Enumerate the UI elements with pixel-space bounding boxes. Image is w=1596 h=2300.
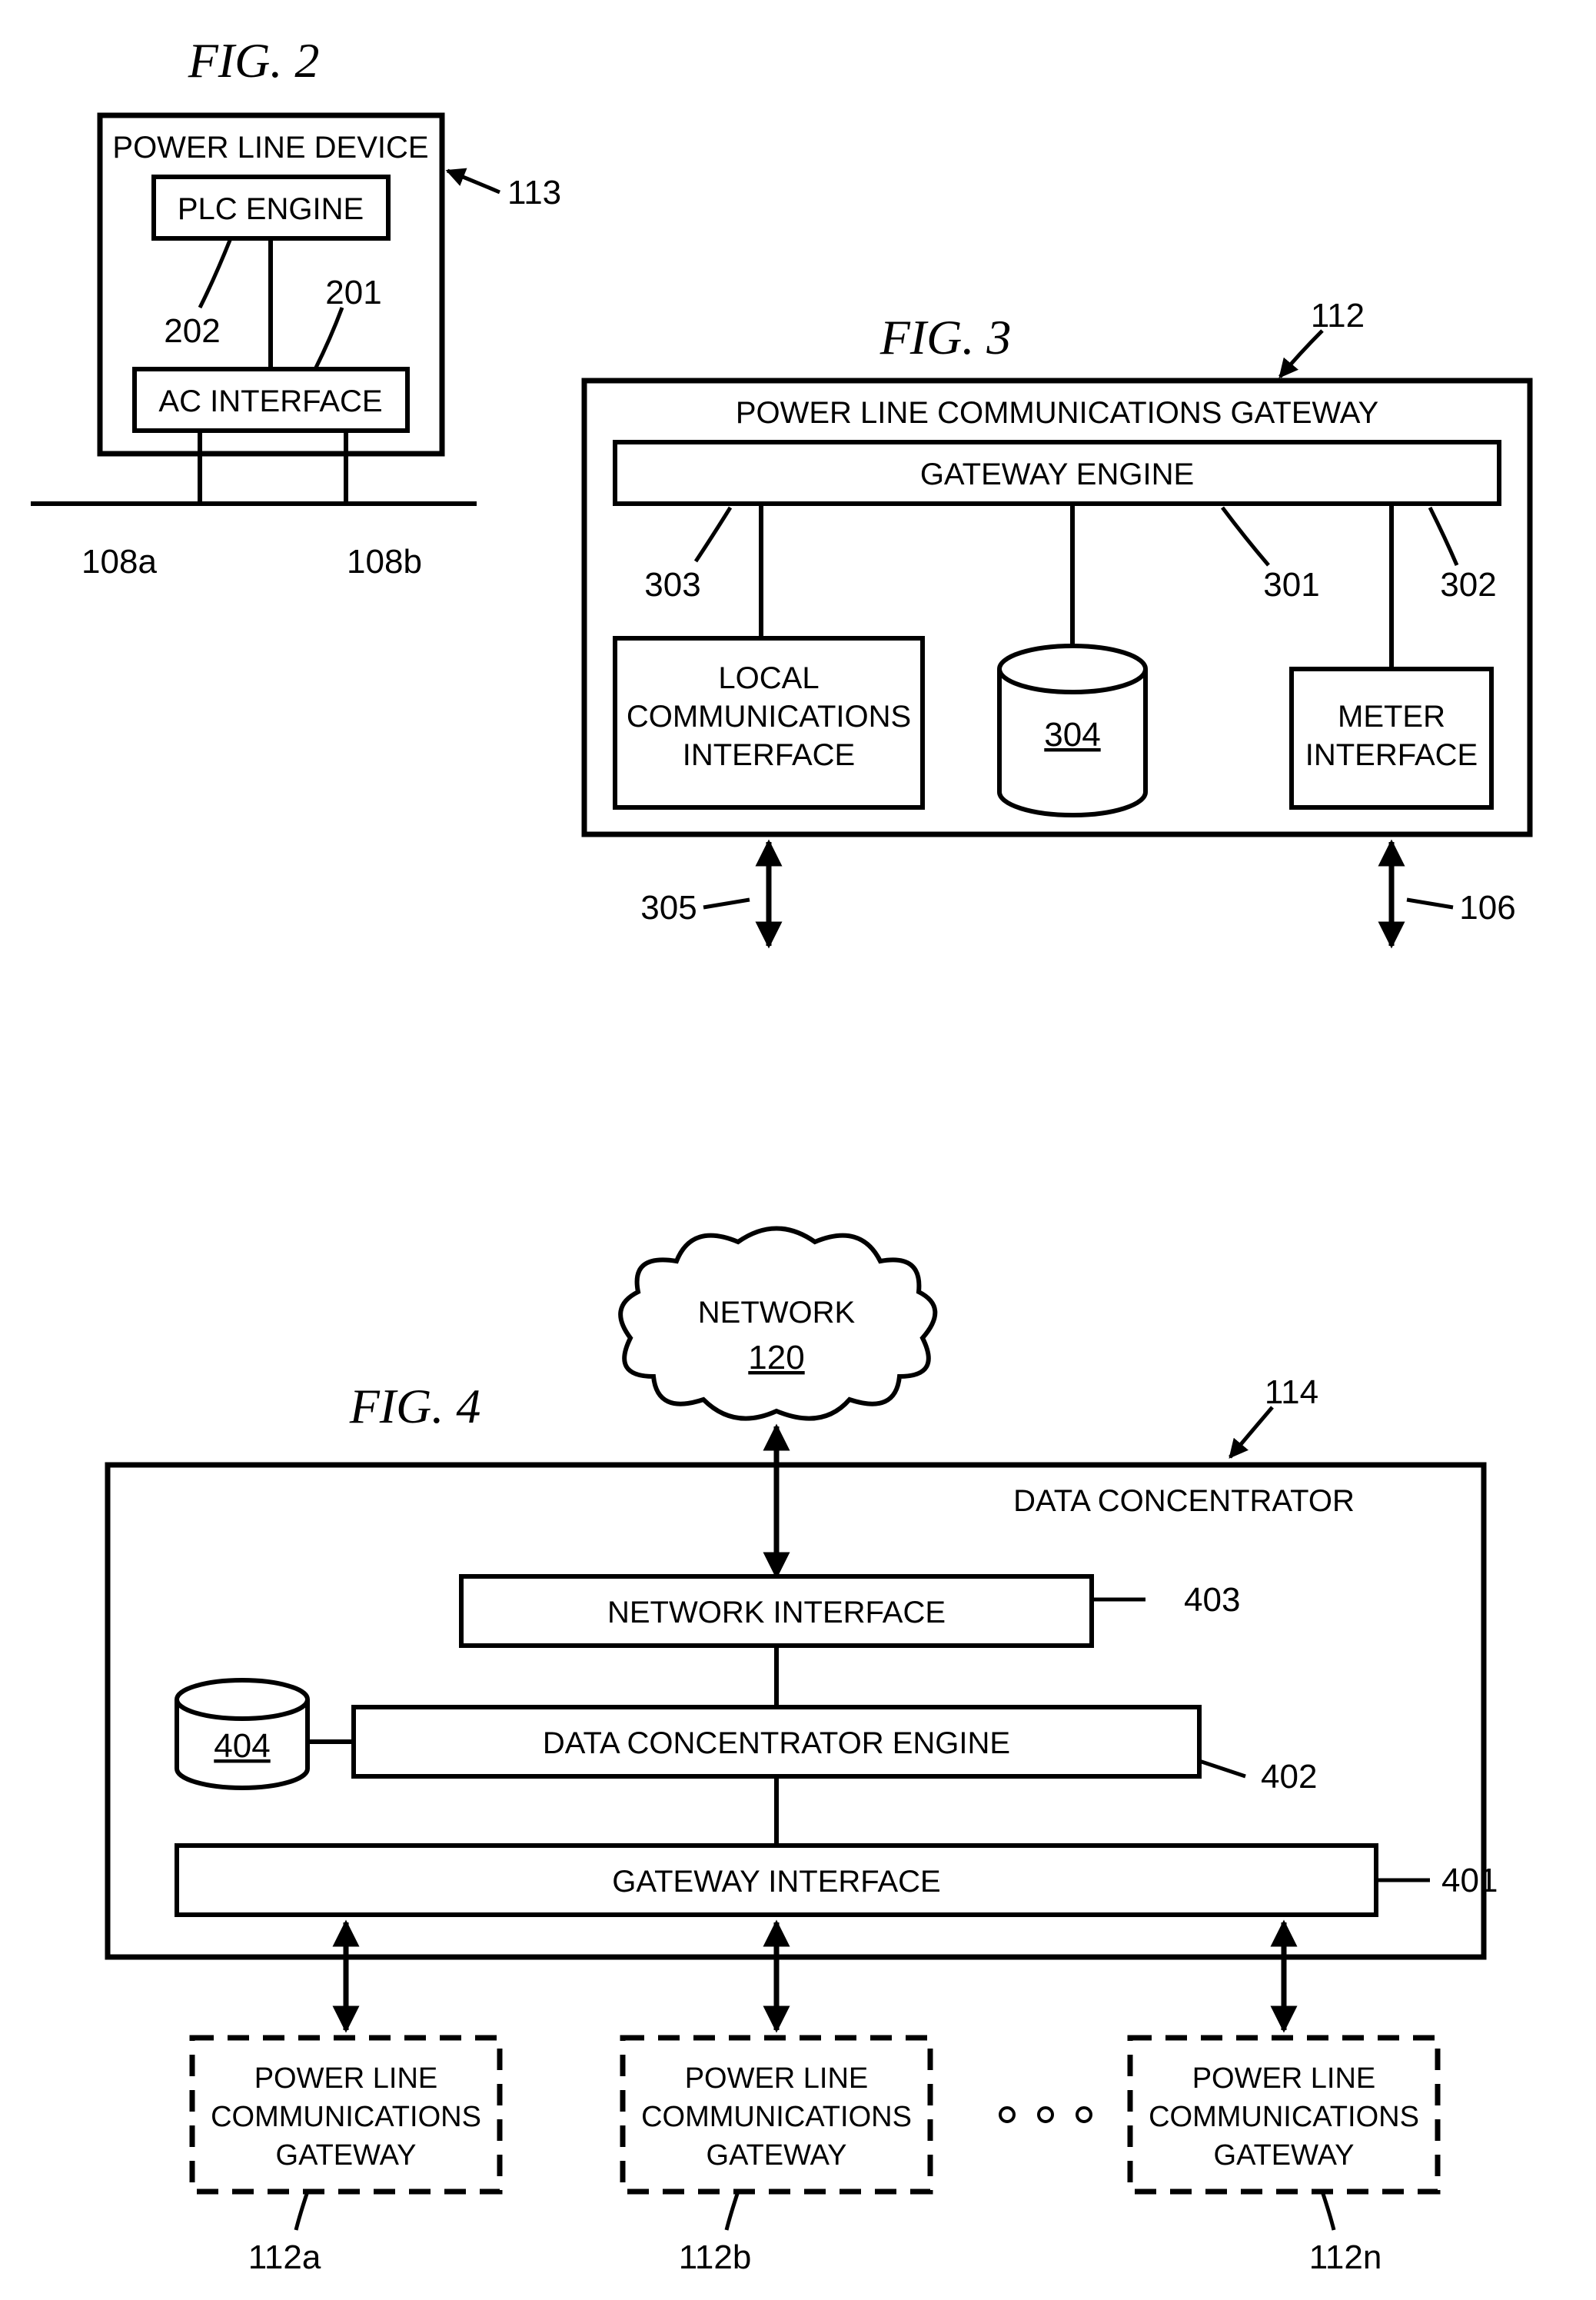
ellipsis-dot bbox=[1077, 2108, 1091, 2122]
data-concentrator-label: DATA CONCENTRATOR bbox=[1013, 1484, 1355, 1518]
local-comm-l1: LOCAL bbox=[718, 661, 819, 695]
fig4-ref-401: 401 bbox=[1441, 1862, 1498, 1899]
network-cloud: NETWORK 120 bbox=[620, 1229, 935, 1419]
fig4-ref-112b: 112b bbox=[679, 2238, 752, 2276]
fig2-ref-113: 113 bbox=[507, 174, 561, 211]
fig3-ref-305: 305 bbox=[640, 889, 697, 927]
fig3-ref-106: 106 bbox=[1459, 889, 1515, 927]
fig2-ref-108a: 108a bbox=[81, 543, 157, 581]
fig4-ref-402: 402 bbox=[1261, 1758, 1317, 1796]
fig2-title: FIG. 2 bbox=[188, 33, 320, 88]
gateway-interface-label: GATEWAY INTERFACE bbox=[612, 1865, 940, 1899]
fig4-leader-112a bbox=[296, 2192, 308, 2230]
local-comm-l3: INTERFACE bbox=[683, 738, 855, 772]
network-120: 120 bbox=[748, 1339, 804, 1376]
gateway-engine-label: GATEWAY ENGINE bbox=[920, 458, 1194, 491]
ellipsis-dot bbox=[1000, 2108, 1014, 2122]
db-404-label: 404 bbox=[214, 1727, 270, 1765]
fig2: FIG. 2 POWER LINE DEVICE PLC ENGINE AC I… bbox=[31, 33, 561, 581]
network-label: NETWORK bbox=[698, 1296, 856, 1330]
fig4-ref-112n: 112n bbox=[1309, 2238, 1382, 2276]
fig4-leader-112n bbox=[1322, 2192, 1334, 2230]
fig2-ref-108b: 108b bbox=[347, 543, 422, 581]
meter-l1: METER bbox=[1338, 700, 1445, 734]
svg-text:COMMUNICATIONS: COMMUNICATIONS bbox=[211, 2101, 481, 2133]
fig3-leader-106 bbox=[1407, 900, 1453, 907]
fig4-ref-112a: 112a bbox=[248, 2238, 321, 2276]
svg-text:GATEWAY: GATEWAY bbox=[276, 2139, 417, 2172]
fig4-leader-114 bbox=[1230, 1407, 1272, 1457]
svg-text:GATEWAY: GATEWAY bbox=[707, 2139, 847, 2172]
db-404: 404 bbox=[177, 1680, 308, 1788]
meter-l2: INTERFACE bbox=[1305, 738, 1478, 772]
fig3-leader-112 bbox=[1280, 331, 1322, 377]
fig2-outer-label: POWER LINE DEVICE bbox=[112, 131, 428, 165]
fig3-outer-label: POWER LINE COMMUNICATIONS GATEWAY bbox=[736, 396, 1378, 430]
fig3-ref-303: 303 bbox=[644, 566, 700, 604]
svg-text:POWER LINE: POWER LINE bbox=[1192, 2062, 1376, 2095]
fig2-ref-201: 201 bbox=[325, 274, 381, 311]
svg-text:COMMUNICATIONS: COMMUNICATIONS bbox=[641, 2101, 912, 2133]
plc-engine-label: PLC ENGINE bbox=[178, 192, 364, 226]
local-comm-l2: COMMUNICATIONS bbox=[627, 700, 911, 734]
svg-text:GATEWAY: GATEWAY bbox=[1214, 2139, 1355, 2172]
db-304-label: 304 bbox=[1044, 716, 1100, 754]
fig4-ref-114: 114 bbox=[1265, 1373, 1318, 1411]
ac-interface-label: AC INTERFACE bbox=[158, 384, 382, 418]
svg-text:POWER LINE: POWER LINE bbox=[685, 2062, 869, 2095]
ellipsis-dot bbox=[1039, 2108, 1052, 2122]
fig2-ref-202: 202 bbox=[164, 312, 220, 350]
fig4-leader-112b bbox=[727, 2192, 738, 2230]
fig3-ref-112: 112 bbox=[1311, 297, 1365, 335]
fig3-ref-302: 302 bbox=[1440, 566, 1496, 604]
fig3-ref-301: 301 bbox=[1263, 566, 1319, 604]
fig3: FIG. 3 112 POWER LINE COMMUNICATIONS GAT… bbox=[584, 297, 1530, 946]
network-interface-label: NETWORK INTERFACE bbox=[607, 1596, 946, 1629]
fig2-leader-113 bbox=[447, 171, 500, 192]
fig4-ref-403: 403 bbox=[1184, 1581, 1240, 1619]
fig3-title: FIG. 3 bbox=[879, 310, 1012, 364]
db-304: 304 bbox=[999, 646, 1145, 815]
svg-text:POWER LINE: POWER LINE bbox=[254, 2062, 438, 2095]
fig4-title: FIG. 4 bbox=[349, 1379, 481, 1433]
fig4: FIG. 4 NETWORK 120 114 DATA CONCENTRATOR… bbox=[108, 1229, 1498, 2277]
dc-engine-label: DATA CONCENTRATOR ENGINE bbox=[543, 1726, 1010, 1760]
fig3-leader-305 bbox=[703, 900, 750, 907]
svg-text:COMMUNICATIONS: COMMUNICATIONS bbox=[1149, 2101, 1419, 2133]
